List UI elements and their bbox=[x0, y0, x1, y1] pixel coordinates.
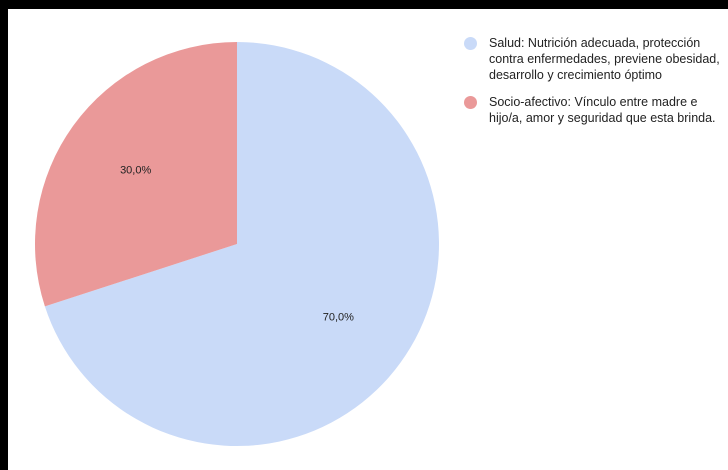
slice-label-socio-afectivo: 30,0% bbox=[120, 164, 151, 176]
pie-slice-socio-afectivo[interactable] bbox=[34, 42, 238, 307]
legend-label-salud: Salud: Nutrición adecuada, protección co… bbox=[489, 36, 720, 82]
legend-item-socio-afectivo[interactable]: Socio-afectivo: Vínculo entre madre e hi… bbox=[464, 94, 726, 126]
pie-slice-salud[interactable] bbox=[44, 42, 440, 446]
pie-chart: 70,0% 30,0% bbox=[34, 42, 440, 446]
legend-swatch-socio-afectivo bbox=[464, 96, 477, 109]
legend-swatch-salud bbox=[464, 37, 477, 50]
slice-label-salud: 70,0% bbox=[323, 312, 354, 324]
legend-label-socio-afectivo: Socio-afectivo: Vínculo entre madre e hi… bbox=[489, 95, 716, 125]
chart-panel: 70,0% 30,0% Salud: Nutrición adecuada, pr… bbox=[8, 9, 728, 470]
legend: Salud: Nutrición adecuada, protección co… bbox=[464, 35, 726, 137]
legend-item-salud[interactable]: Salud: Nutrición adecuada, protección co… bbox=[464, 35, 726, 83]
